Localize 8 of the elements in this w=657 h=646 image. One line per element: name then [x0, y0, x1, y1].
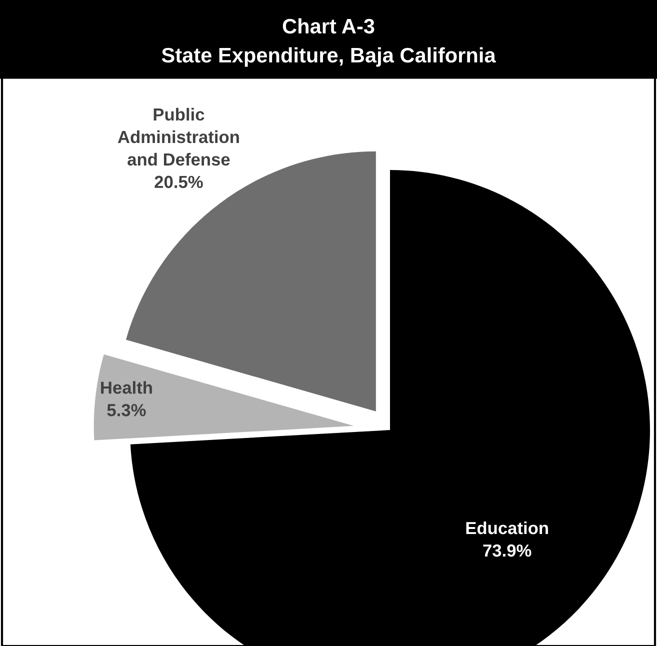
data-label: 73.9%	[483, 544, 532, 557]
data-label: 5.3%	[107, 404, 146, 416]
chart-title: Chart A-3	[282, 18, 374, 34]
chart-subtitle: State Expenditure, Baja California	[162, 47, 496, 67]
slice-label: Education	[466, 521, 548, 534]
data-label: 20.5%	[154, 176, 203, 188]
slice-label: Health	[101, 381, 152, 394]
slice-label: Public Administration and Defense	[118, 108, 239, 166]
